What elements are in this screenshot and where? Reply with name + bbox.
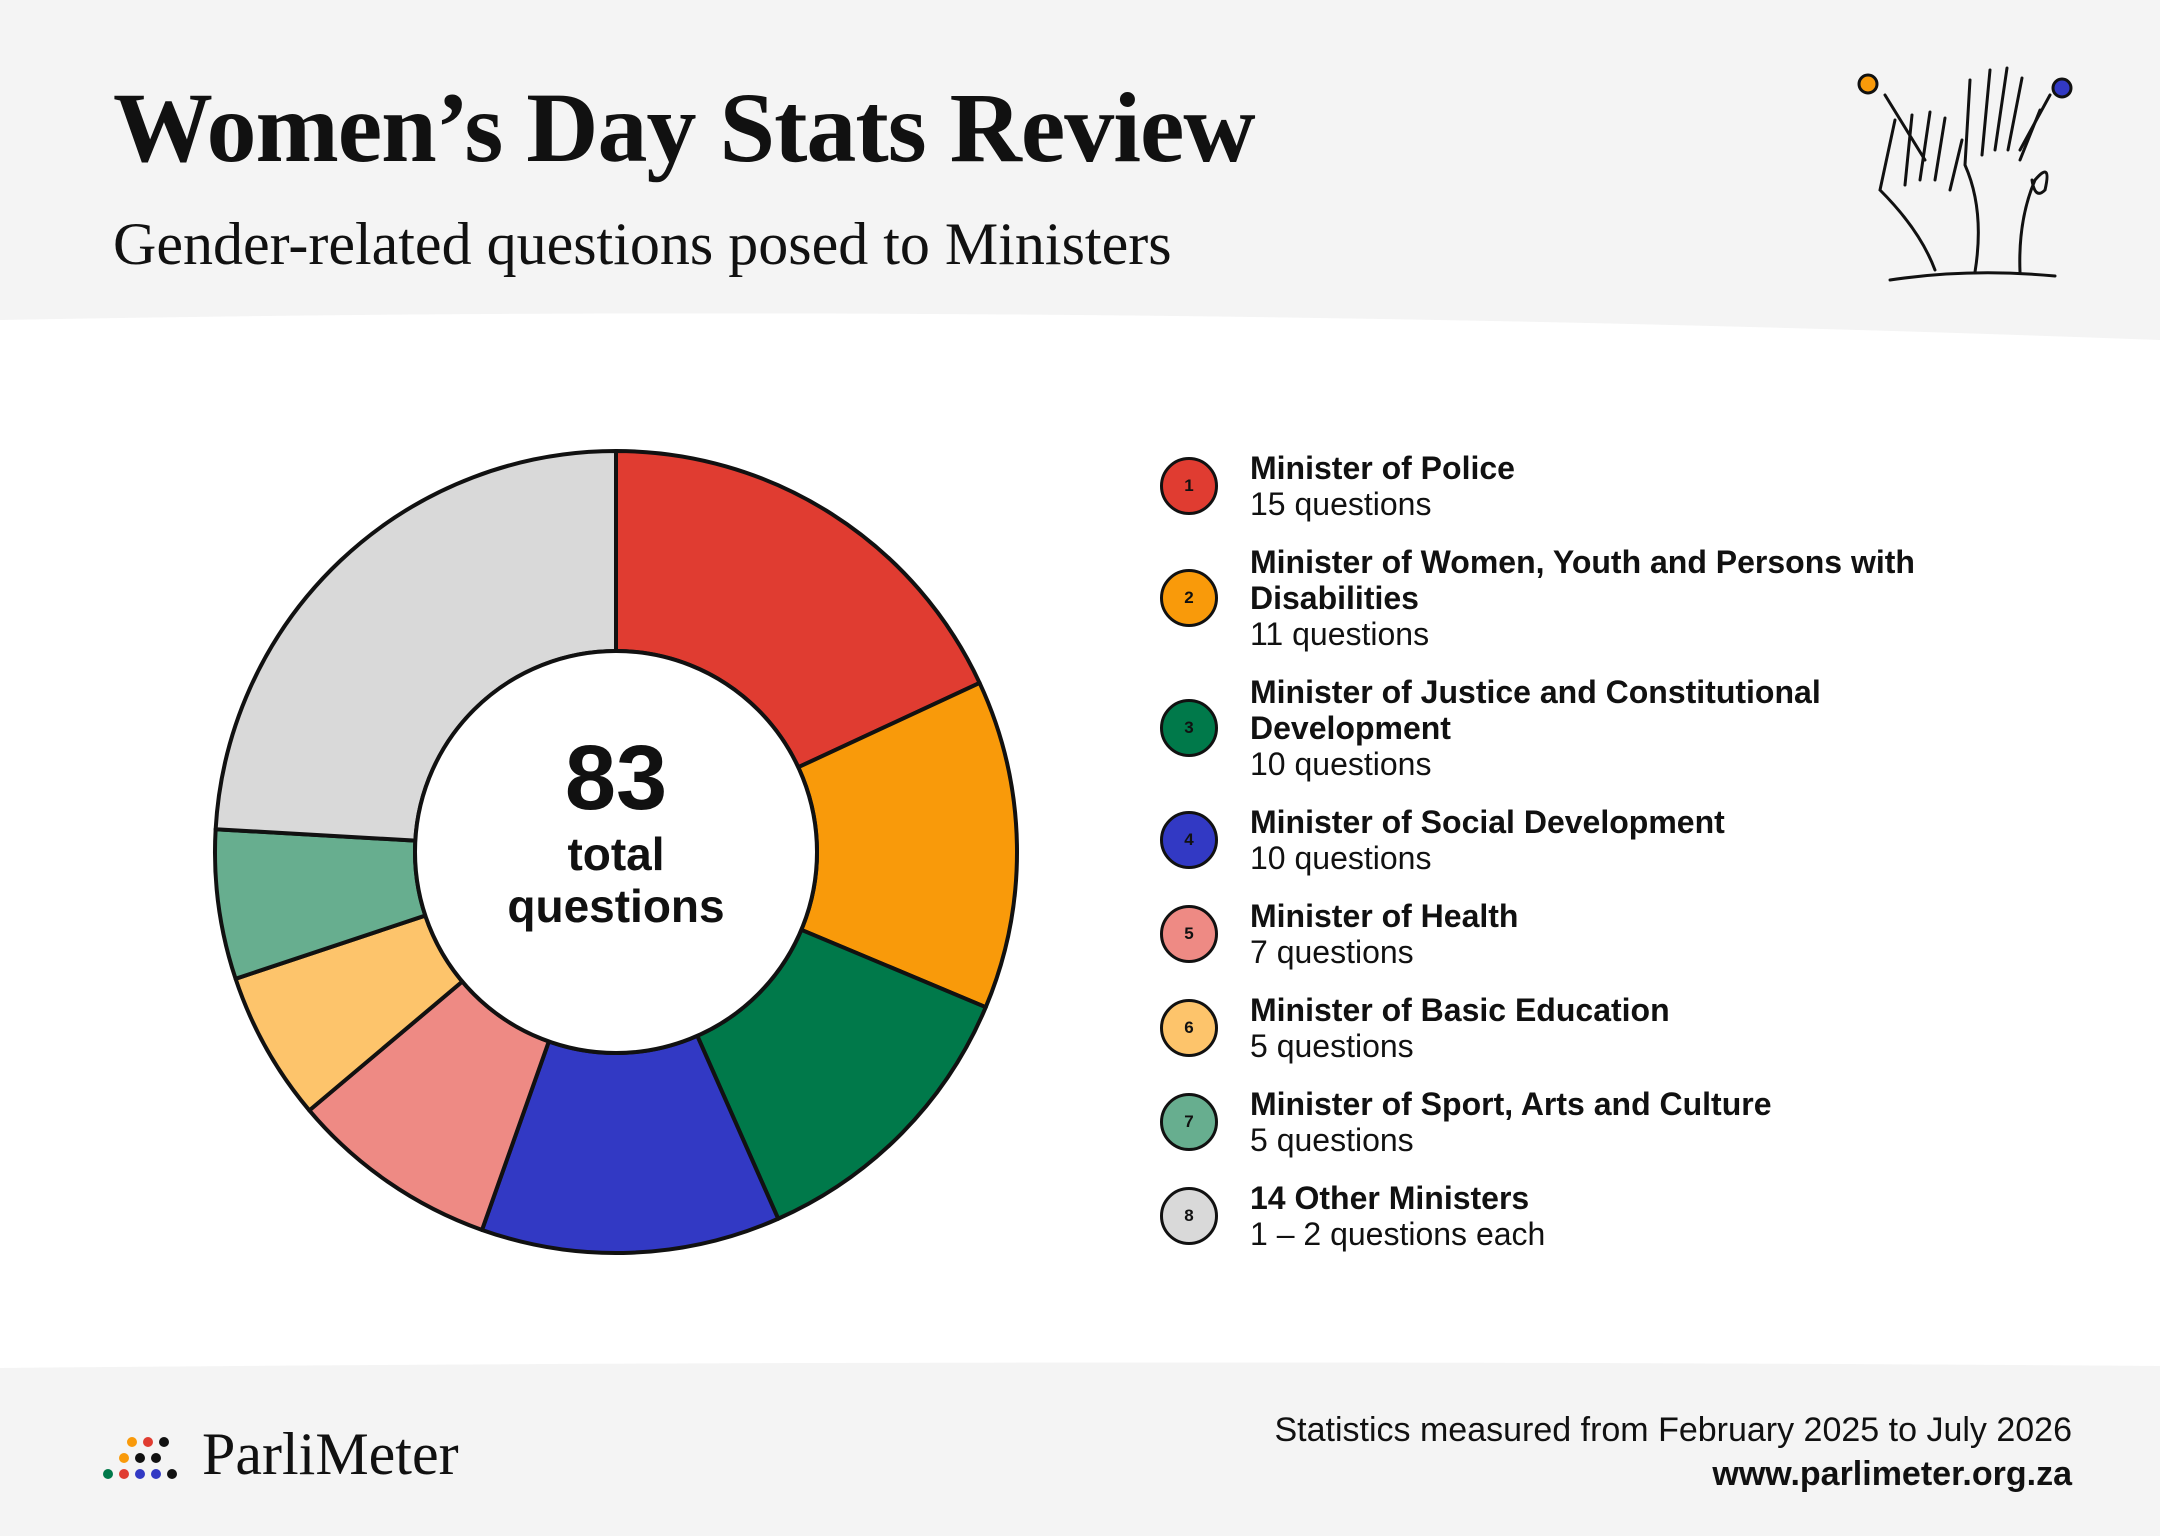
legend-item: 2 Minister of Women, Youth and Persons wi… <box>1160 544 1960 652</box>
title-rest: Stats Review <box>719 72 1256 183</box>
legend-text: Minister of Justice and Constitutional D… <box>1250 674 1950 782</box>
legend-text: 14 Other Ministers 1 – 2 questions each <box>1250 1180 1545 1252</box>
legend-name: Minister of Social Development <box>1250 804 1725 840</box>
legend-marker: 7 <box>1160 1093 1218 1151</box>
hands-illustration <box>1878 66 2057 282</box>
legend-item: 3 Minister of Justice and Constitutional … <box>1160 674 1960 782</box>
legend-marker: 5 <box>1160 905 1218 963</box>
illustration-dot <box>2051 77 2073 99</box>
legend-description: 7 questions <box>1250 934 1414 970</box>
legend-name: Minister of Sport, Arts and Culture <box>1250 1086 1772 1122</box>
legend-text: Minister of Health 7 questions <box>1250 898 1518 970</box>
title-highlight: Women’s Day <box>113 72 697 183</box>
legend-description: 10 questions <box>1250 840 1432 876</box>
brand: ParliMeter <box>202 1421 459 1487</box>
legend-text: Minister of Basic Education 5 questions <box>1250 992 1670 1064</box>
footer-info: Statistics measured from February 2025 t… <box>1275 1408 2073 1496</box>
legend-item: 5 Minister of Health 7 questions <box>1160 898 1960 970</box>
center-value: 83 <box>564 727 668 829</box>
legend-description: 1 – 2 questions each <box>1250 1216 1546 1252</box>
donut-hole <box>413 649 819 1055</box>
legend-name: Minister of Women, Youth and Persons wit… <box>1250 544 1915 616</box>
legend-name: 14 Other Ministers <box>1250 1180 1530 1216</box>
legend-marker: 6 <box>1160 999 1218 1057</box>
legend-name: Minister of Police <box>1250 450 1515 486</box>
footer-band <box>0 1362 2160 1536</box>
legend-description: 5 questions <box>1250 1028 1414 1064</box>
legend-item: 6 Minister of Basic Education 5 questions <box>1160 992 1960 1064</box>
legend-item: 8 14 Other Ministers 1 – 2 questions each <box>1160 1180 1960 1252</box>
legend-item: 1 Minister of Police 15 questions <box>1160 450 1960 522</box>
legend-description: 11 questions <box>1250 616 1430 652</box>
legend-item: 7 Minister of Sport, Arts and Culture 5 qu… <box>1160 1086 1960 1158</box>
legend-text: Minister of Social Development 10 questio… <box>1250 804 1725 876</box>
center-label: total questions <box>507 828 725 932</box>
legend-name: Minister of Basic Education <box>1250 992 1670 1028</box>
url: www.parlimeter.org.za <box>1712 1455 2072 1493</box>
legend-description: 10 questions <box>1250 746 1432 782</box>
legend-name: Minister of Health <box>1250 898 1519 934</box>
legend: 1 Minister of Police 15 questions 2 Minister… <box>1160 450 1960 1252</box>
legend-marker: 8 <box>1160 1187 1218 1245</box>
legend-marker: 2 <box>1160 569 1218 627</box>
period: Statistics measured from February 2025 t… <box>1274 1411 2073 1449</box>
legend-item: 4 Minister of Social Development 10 questi… <box>1160 804 1960 876</box>
donut-chart <box>213 449 1019 1255</box>
center-summary: 83 total questions <box>466 728 766 932</box>
legend-marker: 3 <box>1160 699 1218 757</box>
legend-name: Minister of Justice and Constitutional D… <box>1250 674 1821 746</box>
subtitle: Gender-related questions posed to Minist… <box>113 211 1172 277</box>
legend-marker: 4 <box>1160 811 1218 869</box>
legend-description: 15 questions <box>1250 486 1432 522</box>
legend-text: Minister of Police 15 questions <box>1250 450 1515 522</box>
legend-text: Minister of Women, Youth and Persons wit… <box>1250 544 1950 652</box>
brand-logo <box>103 1437 177 1479</box>
legend-text: Minister of Sport, Arts and Culture 5 que… <box>1250 1086 1772 1158</box>
legend-marker: 1 <box>1160 457 1218 515</box>
title: Women’s Day Stats Review <box>113 70 1256 185</box>
legend-description: 5 questions <box>1250 1122 1414 1158</box>
illustration-dot <box>1857 73 1879 95</box>
